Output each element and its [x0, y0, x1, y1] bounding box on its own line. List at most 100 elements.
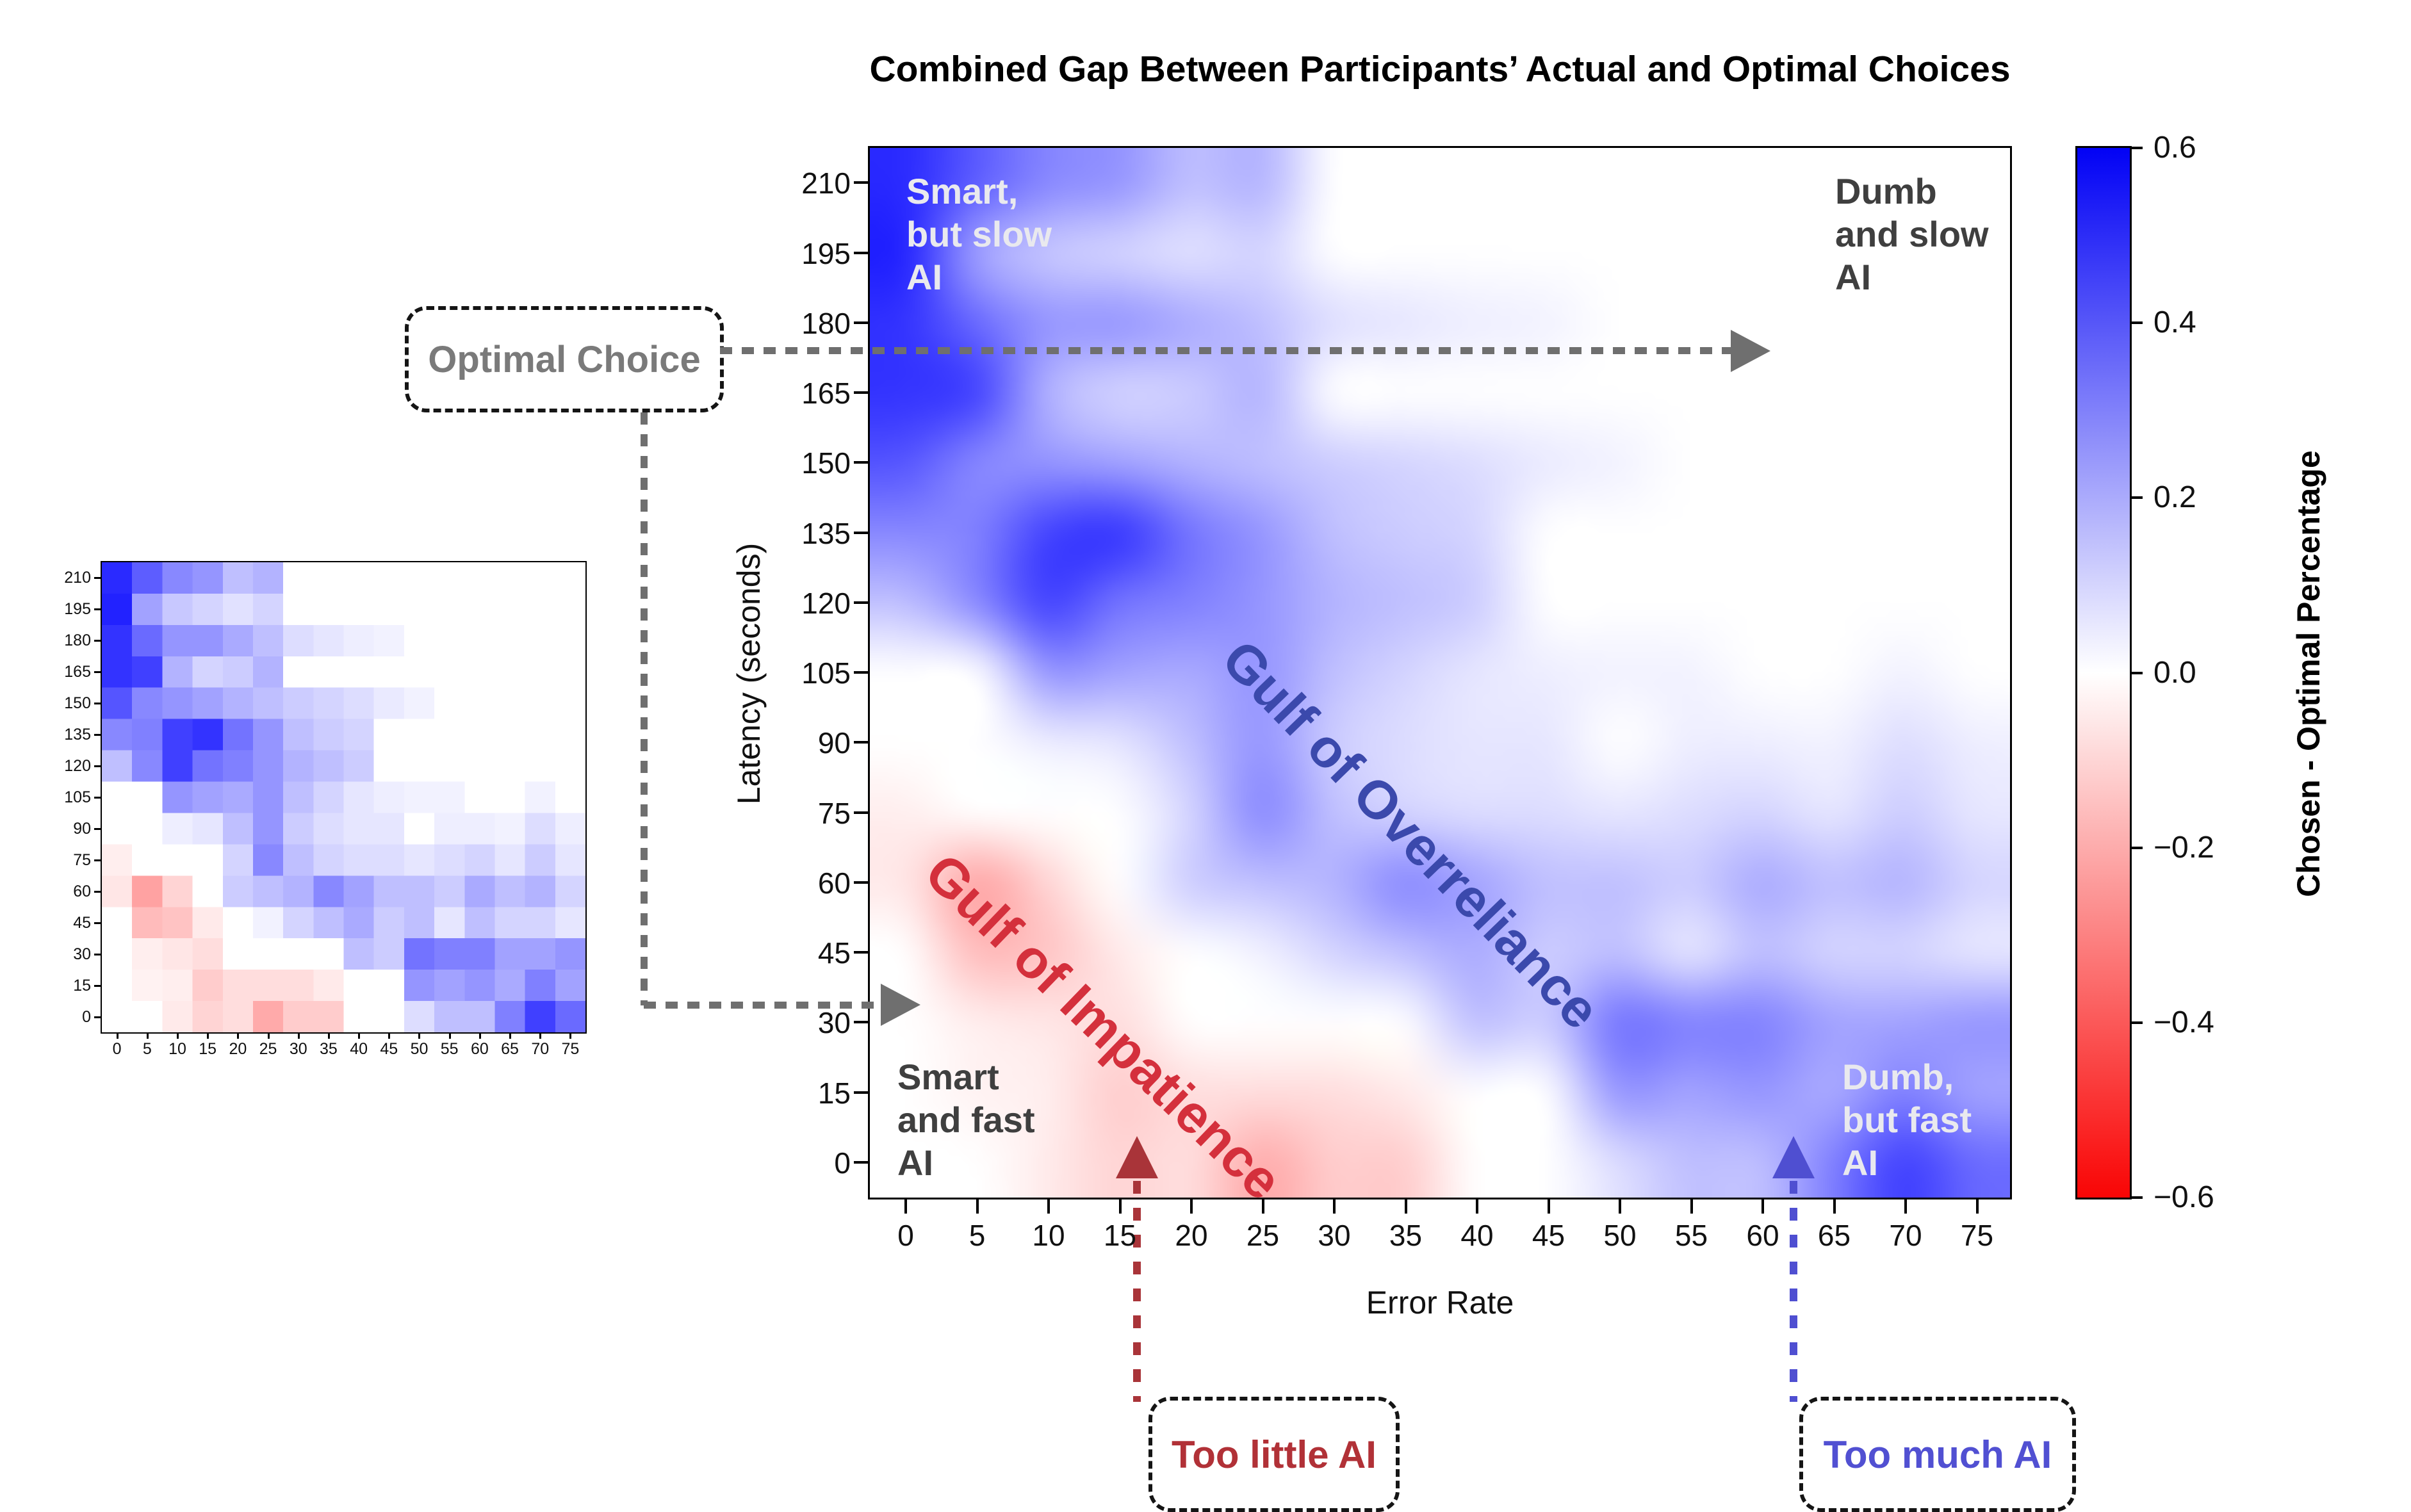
inset-y-tick-mark: [94, 577, 101, 580]
x-tick-mark: [1904, 1199, 1907, 1214]
too-little-ai-arrowhead: [1116, 1136, 1158, 1178]
y-tick-label: 30: [817, 1006, 851, 1040]
x-tick-mark: [1404, 1199, 1407, 1214]
corner-label-smart-fast: Smart and fast AI: [897, 1057, 1035, 1183]
inset-y-tick-mark: [94, 922, 101, 924]
inset-x-tick-mark: [297, 1032, 300, 1039]
inset-y-tick-label: 165: [64, 663, 91, 681]
inset-y-tick-label: 75: [73, 850, 91, 869]
corner-label-dumb-fast: Dumb, but fast AI: [1842, 1057, 1972, 1183]
inset-x-tick-label: 30: [289, 1040, 307, 1058]
inset-y-tick-mark: [94, 827, 101, 830]
y-tick-label: 15: [817, 1076, 851, 1110]
x-axis-label: Error Rate: [1366, 1285, 1514, 1321]
inset-y-tick-label: 90: [73, 819, 91, 838]
main-heatmap-plot: Smart, but slow AI Dumb and slow AI Smar…: [868, 146, 2012, 1211]
inset-x-tick-label: 75: [561, 1040, 580, 1058]
inset-x-tick-label: 65: [501, 1040, 519, 1058]
x-tick-label: 10: [1032, 1219, 1065, 1252]
y-tick-mark: [854, 391, 868, 394]
colorbar-tick-mark: [2130, 1196, 2143, 1199]
colorbar-tick-mark: [2130, 671, 2143, 674]
x-tick-label: 55: [1674, 1219, 1708, 1252]
inset-x-tick-mark: [569, 1032, 572, 1039]
y-tick-label: 210: [801, 167, 851, 200]
x-tick-mark: [1690, 1199, 1693, 1214]
inset-y-tick-mark: [94, 640, 101, 642]
y-tick-label: 135: [801, 516, 851, 550]
colorbar-tick-mark: [2130, 496, 2143, 500]
too-little-ai-callout: Too little AI: [1148, 1397, 1400, 1512]
inset-y-tick-mark: [94, 1016, 101, 1018]
inset-x-tick-mark: [207, 1032, 209, 1039]
x-tick-mark: [1547, 1199, 1550, 1214]
inset-y-tick-label: 150: [64, 694, 91, 713]
optimal-choice-arrow-line-bottom: [644, 1002, 881, 1009]
optimal-choice-arrow-line-vertical: [641, 412, 648, 1005]
y-tick-mark: [854, 951, 868, 954]
inset-x-tick-mark: [509, 1032, 512, 1039]
x-tick-label: 50: [1603, 1219, 1637, 1252]
y-tick-mark: [854, 1161, 868, 1164]
inset-x-tick-mark: [539, 1032, 542, 1039]
inset-x-tick-label: 45: [380, 1040, 398, 1058]
inset-x-tick-mark: [116, 1032, 119, 1039]
x-tick-mark: [1190, 1199, 1193, 1214]
inset-y-tick-mark: [94, 797, 101, 799]
colorbar-tick-label: 0.2: [2154, 480, 2196, 515]
inset-y-tick-mark: [94, 734, 101, 736]
inset-y-tick-label: 15: [73, 976, 91, 995]
inset-y-tick-label: 195: [64, 600, 91, 619]
colorbar-tick-mark: [2130, 147, 2143, 149]
main-heatmap-canvas: [870, 148, 2010, 1198]
x-tick-label: 40: [1460, 1219, 1494, 1252]
y-tick-mark: [854, 251, 868, 254]
inset-y-tick-mark: [94, 671, 101, 674]
optimal-choice-callout: Optimal Choice: [405, 306, 724, 412]
y-tick-mark: [854, 1091, 868, 1094]
inset-x-tick-label: 40: [350, 1040, 368, 1058]
x-tick-mark: [1833, 1199, 1836, 1214]
inset-x-tick-label: 60: [470, 1040, 489, 1058]
colorbar: [2075, 146, 2132, 1199]
inset-x-tick-label: 55: [440, 1040, 459, 1058]
inset-heatmap-canvas: [102, 562, 585, 1032]
corner-label-smart-slow: Smart, but slow AI: [906, 171, 1052, 297]
colorbar-tick-label: −0.6: [2154, 1180, 2214, 1214]
inset-x-tick-label: 5: [142, 1040, 152, 1058]
x-tick-mark: [1975, 1199, 1979, 1214]
corner-label-dumb-slow: Dumb and slow AI: [1835, 171, 1989, 297]
inset-y-tick-label: 45: [73, 913, 91, 932]
inset-x-tick-mark: [267, 1032, 270, 1039]
inset-y-tick-label: 135: [64, 726, 91, 744]
x-tick-label: 45: [1532, 1219, 1565, 1252]
inset-y-tick-mark: [94, 953, 101, 955]
inset-x-tick-mark: [176, 1032, 179, 1039]
inset-y-tick-mark: [94, 608, 101, 611]
inset-x-tick-mark: [448, 1032, 451, 1039]
colorbar-tick-mark: [2130, 1021, 2143, 1024]
y-tick-mark: [854, 461, 868, 464]
x-tick-label: 15: [1103, 1219, 1137, 1252]
x-tick-mark: [1761, 1199, 1764, 1214]
x-tick-mark: [1118, 1199, 1122, 1214]
optimal-choice-arrowhead-bottom: [881, 984, 920, 1026]
x-tick-label: 65: [1817, 1219, 1851, 1252]
inset-y-tick-mark: [94, 765, 101, 768]
inset-x-tick-mark: [388, 1032, 391, 1039]
colorbar-tick-mark: [2130, 321, 2143, 325]
inset-y-tick-label: 30: [73, 945, 91, 963]
y-tick-mark: [854, 741, 868, 744]
x-tick-label: 0: [897, 1219, 914, 1252]
colorbar-tick-label: −0.2: [2154, 830, 2214, 865]
x-tick-mark: [1047, 1199, 1050, 1214]
inset-y-tick-mark: [94, 890, 101, 893]
x-tick-mark: [1476, 1199, 1478, 1214]
inset-x-tick-label: 50: [410, 1040, 429, 1058]
x-tick-mark: [1261, 1199, 1264, 1214]
inset-y-tick-label: 120: [64, 757, 91, 776]
inset-y-tick-label: 0: [82, 1007, 91, 1026]
y-tick-mark: [854, 531, 868, 534]
inset-y-tick-label: 180: [64, 631, 91, 650]
colorbar-tick-label: −0.4: [2154, 1005, 2214, 1039]
